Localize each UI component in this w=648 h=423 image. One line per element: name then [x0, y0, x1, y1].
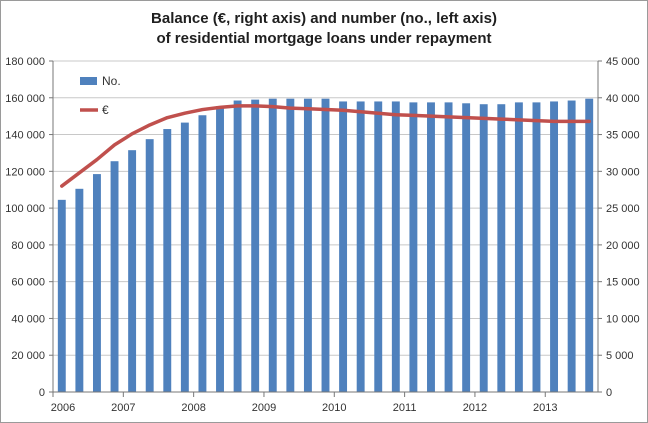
legend: No. €: [80, 74, 121, 117]
y-right-tick-label: 20 000: [606, 240, 640, 252]
y-left-tick-label: 100 000: [5, 203, 45, 215]
bar: [163, 129, 172, 393]
bar: [233, 100, 242, 393]
y-left-tick-label: 60 000: [11, 277, 45, 289]
bar: [550, 101, 559, 392]
bar: [92, 174, 101, 392]
bar-series: [57, 98, 594, 393]
bar: [75, 188, 84, 392]
chart-subtitle: of residential mortgage loans under repa…: [156, 30, 492, 47]
bar: [216, 106, 224, 392]
y-right-tick-label: 30 000: [606, 166, 640, 178]
bar: [427, 102, 435, 392]
y-right-tick-label: 40 000: [606, 93, 640, 105]
x-tick-label: 2013: [533, 402, 557, 414]
bar: [268, 98, 277, 393]
bar: [57, 199, 66, 392]
x-tick-label: 2006: [51, 402, 75, 414]
x-tick-label: 2008: [181, 402, 205, 414]
bar: [497, 104, 506, 392]
y-right-tick-label: 35 000: [606, 130, 640, 142]
y-left-tick-label: 0: [39, 387, 45, 399]
bar: [462, 103, 471, 393]
x-tick-label: 2011: [393, 402, 417, 414]
bar: [339, 101, 348, 392]
bar: [567, 100, 576, 393]
balance-line: [60, 104, 591, 188]
bar: [286, 98, 295, 393]
axes: 0 20 000 40 000 60 000 80 000 100 000 120 000 1…: [5, 56, 639, 414]
y-left-tick-label: 80 000: [11, 240, 45, 252]
y-right-tick-label: 0: [606, 387, 612, 399]
chart-title: Balance (€, right axis) and number (no.,…: [151, 10, 497, 27]
y-right-tick-label: 5 000: [606, 350, 634, 362]
y-right-tick-label: 45 000: [606, 56, 640, 68]
line-series: [60, 104, 591, 188]
bar: [479, 104, 488, 392]
y-left-tick-label: 140 000: [5, 130, 45, 142]
bar: [444, 102, 453, 392]
bar: [321, 98, 330, 393]
bar: [145, 139, 154, 392]
legend-label-line: €: [102, 103, 109, 117]
bar: [110, 161, 119, 392]
legend-label-bars: No.: [102, 74, 121, 88]
chart-title-block: Balance (€, right axis) and number (no.,…: [0, 9, 648, 49]
y-left-tick-label: 180 000: [5, 56, 45, 68]
bar: [532, 102, 541, 392]
bar: [391, 101, 400, 392]
y-right-tick-label: 10 000: [606, 313, 640, 325]
bar: [374, 101, 383, 392]
bar: [128, 150, 137, 392]
y-right-tick-label: 15 000: [606, 277, 640, 289]
y-left-tick-label: 160 000: [5, 93, 45, 105]
bar: [198, 115, 207, 392]
bar: [180, 122, 189, 392]
legend-swatch-bars: [80, 77, 97, 85]
y-right-tick-label: 25 000: [606, 203, 640, 215]
bar: [303, 98, 312, 393]
y-left-tick-label: 20 000: [11, 350, 45, 362]
bar: [356, 101, 365, 392]
bar: [514, 102, 523, 392]
bar: [251, 99, 260, 392]
bar: [585, 98, 594, 393]
x-tick-label: 2010: [322, 402, 346, 414]
x-tick-label: 2009: [252, 402, 276, 414]
bar: [409, 102, 418, 392]
x-tick-label: 2012: [463, 402, 487, 414]
x-tick-label: 2007: [111, 402, 135, 414]
y-left-tick-label: 40 000: [11, 313, 45, 325]
y-left-tick-label: 120 000: [5, 166, 45, 178]
